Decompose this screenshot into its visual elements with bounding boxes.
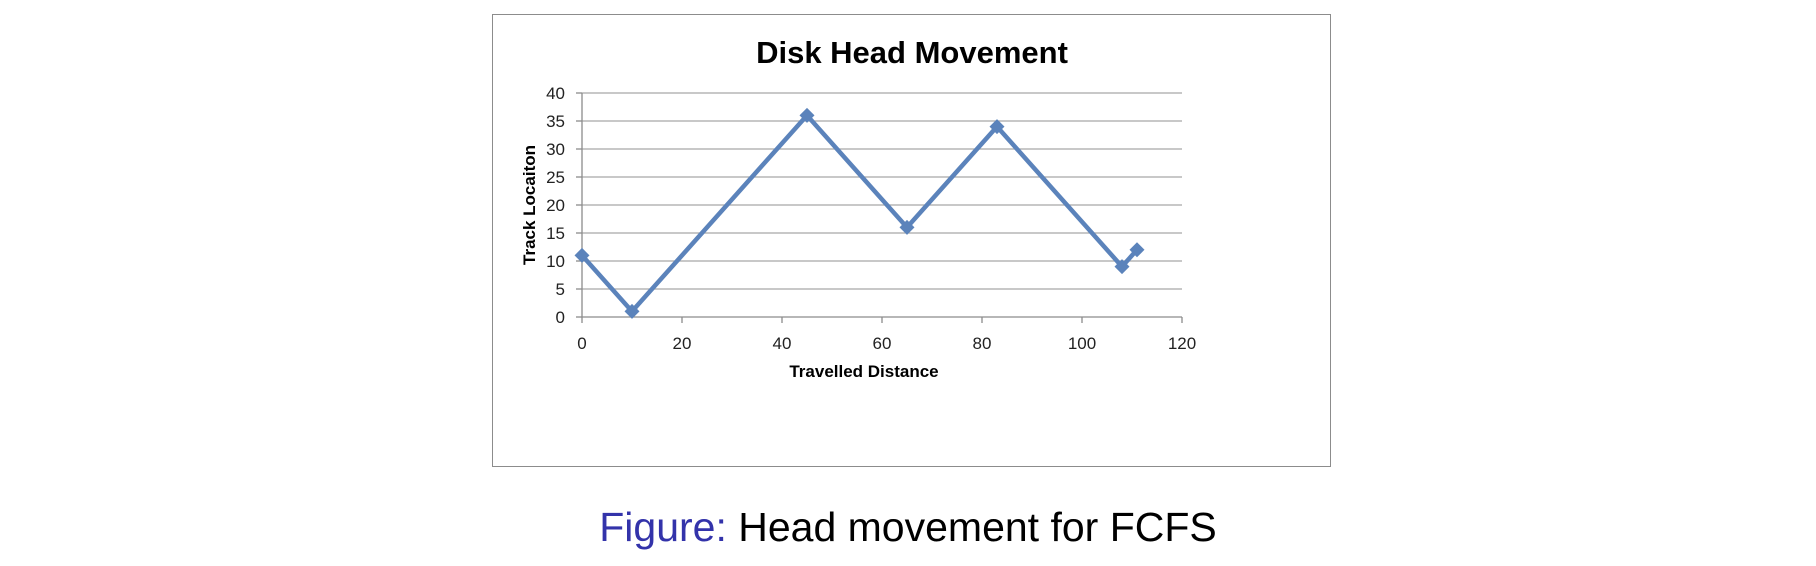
caption-text: Head movement for FCFS: [738, 504, 1217, 550]
chart-frame: Disk Head Movement 0 5 10 15 20 25 30 35 40 0 20 4…: [492, 14, 1331, 467]
y-tick-label: 35: [546, 112, 565, 131]
y-axis-label: Track Locaiton: [520, 145, 539, 265]
y-tick-label: 25: [546, 168, 565, 187]
data-point-marker: [1129, 242, 1145, 258]
x-tick-label: 100: [1068, 334, 1096, 353]
y-tick-label: 15: [546, 224, 565, 243]
y-tick-label: 40: [546, 84, 565, 103]
data-point-marker: [899, 219, 915, 235]
y-tick-label: 5: [556, 280, 565, 299]
series-layer: [574, 107, 1145, 319]
gridlines: [582, 92, 1182, 290]
y-tick-label: 10: [546, 252, 565, 271]
chart-svg: Disk Head Movement 0 5 10 15 20 25 30 35 40 0 20 4…: [520, 35, 1196, 381]
x-tick-labels: 0 20 40 60 80 100 120: [577, 334, 1196, 353]
x-tick-label: 40: [773, 334, 792, 353]
figure-caption: Figure: Head movement for FCFS: [0, 502, 1816, 552]
data-point-marker: [989, 119, 1005, 135]
data-point-marker: [1114, 259, 1130, 275]
data-point-marker: [799, 107, 815, 123]
y-tick-label: 30: [546, 140, 565, 159]
x-tick-label: 120: [1168, 334, 1196, 353]
y-tick-label: 20: [546, 196, 565, 215]
chart-title: Disk Head Movement: [756, 35, 1068, 70]
series-line: [580, 112, 1139, 315]
x-tick-label: 0: [577, 334, 586, 353]
x-tick-label: 20: [673, 334, 692, 353]
y-tick-label: 0: [556, 308, 565, 327]
data-point-marker: [574, 247, 590, 263]
caption-prefix: Figure:: [599, 504, 727, 550]
axes: [576, 92, 1183, 323]
x-tick-label: 60: [873, 334, 892, 353]
x-axis-label: Travelled Distance: [789, 362, 938, 381]
y-tick-labels: 0 5 10 15 20 25 30 35 40: [546, 84, 565, 327]
x-tick-label: 80: [973, 334, 992, 353]
data-point-marker: [624, 303, 640, 319]
